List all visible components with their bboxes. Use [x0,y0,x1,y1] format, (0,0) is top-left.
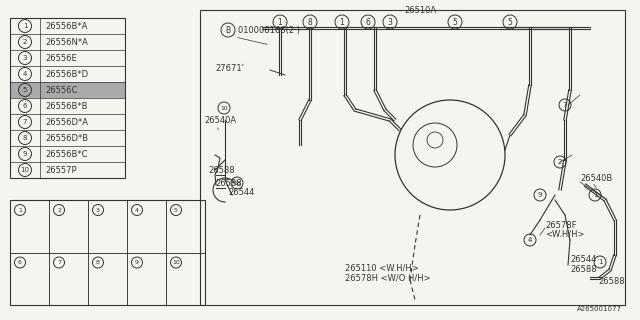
Bar [10,82,125,98]
Bar [200,10,625,305]
Text: 10: 10 [20,167,29,173]
Text: 1: 1 [18,207,22,212]
Text: 1: 1 [340,18,344,27]
Text: 7: 7 [23,119,28,125]
Text: 3: 3 [96,207,100,212]
Text: 8: 8 [308,18,312,27]
Text: 26556C: 26556C [45,85,77,94]
Text: 1: 1 [598,259,602,265]
Text: 7: 7 [563,102,567,108]
Text: 7: 7 [57,260,61,265]
Text: 6: 6 [18,260,22,265]
Text: 8: 8 [96,260,100,265]
Text: 1: 1 [23,23,28,29]
Text: 9: 9 [538,192,542,198]
Bar [10,200,205,305]
Text: 2: 2 [57,207,61,212]
Text: 26557P: 26557P [45,165,77,174]
Text: 2: 2 [558,159,562,165]
Text: 10: 10 [233,180,241,186]
Text: 10: 10 [172,260,180,265]
Text: 26556N*A: 26556N*A [45,37,88,46]
Text: 4: 4 [23,71,27,77]
Text: 27671: 27671 [215,63,242,73]
Text: <W.H/H>: <W.H/H> [545,229,584,238]
Text: 6: 6 [23,103,28,109]
Text: B: B [225,26,230,35]
Text: 2: 2 [23,39,27,45]
Text: 26588: 26588 [208,165,235,174]
Text: 8: 8 [23,135,28,141]
Text: 26540B: 26540B [580,173,612,182]
Text: 3: 3 [388,18,392,27]
Text: 26556B*A: 26556B*A [45,21,88,30]
Text: 26588: 26588 [215,179,242,188]
Text: 4: 4 [135,207,139,212]
Text: 9: 9 [135,260,139,265]
Text: 5: 5 [23,87,27,93]
Text: 5: 5 [174,207,178,212]
Bar [10,18,125,178]
Text: 010008166(2 ): 010008166(2 ) [238,26,300,35]
Text: 26556D*A: 26556D*A [45,117,88,126]
Text: 265110 <W.H/H>: 265110 <W.H/H> [345,263,419,273]
Text: 1: 1 [278,18,282,27]
Text: 6: 6 [365,18,371,27]
Text: 26510A: 26510A [404,6,436,15]
Text: 4: 4 [528,237,532,243]
Text: 26578H <W/O H/H>: 26578H <W/O H/H> [345,274,431,283]
Text: 26556B*B: 26556B*B [45,101,88,110]
Text: 26544: 26544 [570,255,596,265]
Text: 26556D*B: 26556D*B [45,133,88,142]
Text: 26556E: 26556E [45,53,77,62]
Text: 26544: 26544 [228,188,254,196]
Text: 26578F: 26578F [545,220,577,229]
Text: 5: 5 [452,18,458,27]
Text: 26556B*D: 26556B*D [45,69,88,78]
Text: 10: 10 [220,106,228,110]
Text: 5: 5 [508,18,513,27]
Text: 26540A: 26540A [204,116,236,124]
Text: 3: 3 [23,55,28,61]
Text: 9: 9 [23,151,28,157]
Text: 26556B*C: 26556B*C [45,149,88,158]
Text: A265001077: A265001077 [577,306,622,312]
Text: 1: 1 [593,192,597,198]
Text: 26588: 26588 [570,266,596,275]
Text: 26588: 26588 [598,277,625,286]
